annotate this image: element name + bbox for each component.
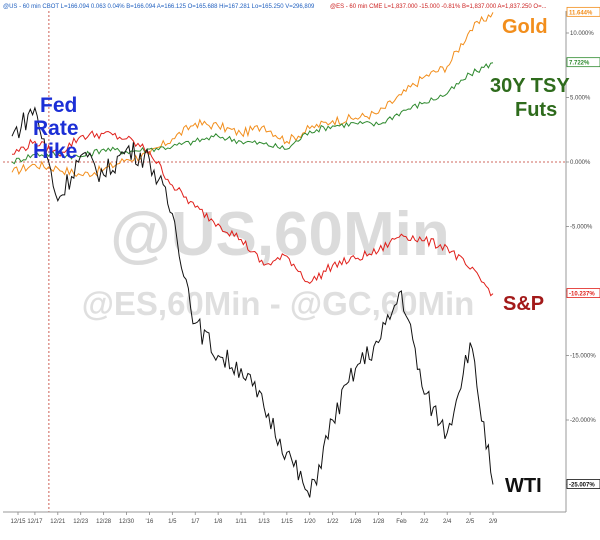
fed-label-line2: Rate — [33, 117, 79, 140]
end-value-box — [566, 6, 600, 17]
fed-label-line3: Hike — [33, 140, 77, 163]
series-line — [11, 106, 494, 498]
annotations: Fed Rate Hike Gold 30Y TSY Futs S&P WTI — [33, 16, 570, 497]
x-tick-label: 12/15 — [10, 519, 26, 525]
y-tick-label: -5.000% — [570, 225, 593, 231]
x-tick-label: 12/28 — [96, 519, 112, 525]
x-tick-label: 1/7 — [191, 519, 200, 525]
watermark: @US,60Min @ES,60Min - @GC,60Min — [82, 200, 475, 322]
x-tick-label: 2/2 — [420, 519, 429, 525]
tsy-label-line1: 30Y TSY — [490, 75, 570, 97]
y-tick-label: 5.000% — [570, 96, 591, 102]
fed-label-line1: Fed — [40, 94, 77, 117]
chart-header: @US - 60 min CBOT L=166.094 0.063 0.04% … — [3, 4, 547, 10]
x-tick-label: 1/8 — [214, 519, 223, 525]
x-tick-label: 2/9 — [489, 519, 498, 525]
x-tick-label: 1/5 — [168, 519, 177, 525]
x-tick-label: 2/4 — [443, 519, 452, 525]
x-tick-label: 1/11 — [235, 519, 247, 525]
grid — [3, 11, 566, 512]
x-tick-label: 12/17 — [27, 519, 43, 525]
x-tick-label: 1/20 — [304, 519, 316, 525]
x-tick-label: 1/28 — [373, 519, 385, 525]
header-left: @US - 60 min CBOT L=166.094 0.063 0.04% … — [3, 4, 315, 10]
header-right: @ES - 60 min CME L=1,837.000 -15.000 -0.… — [330, 4, 547, 10]
end-value-label: -25.007% — [569, 483, 595, 489]
y-tick-label: 0.000% — [570, 160, 591, 166]
x-tick-label: 1/26 — [350, 519, 362, 525]
series-line — [11, 12, 494, 178]
gold-label: Gold — [502, 16, 548, 38]
end-value-label: -10.237% — [569, 292, 595, 298]
x-tick-label: 2/5 — [466, 519, 475, 525]
sp-label: S&P — [503, 293, 544, 315]
end-value-label: 11.644% — [569, 10, 593, 16]
x-tick-label: '16 — [146, 519, 154, 525]
series-layer — [11, 12, 494, 498]
x-tick-label: 1/13 — [258, 519, 270, 525]
x-tick-label: 1/22 — [327, 519, 339, 525]
watermark-line2: @ES,60Min - @GC,60Min — [82, 285, 475, 322]
end-value-box — [566, 479, 600, 489]
y-tick-label: -20.000% — [570, 418, 596, 424]
x-tick-label: Feb — [396, 519, 407, 525]
x-tick-label: 12/23 — [73, 519, 89, 525]
end-value-label: 7.722% — [569, 61, 590, 67]
end-value-box — [566, 57, 600, 68]
series-line — [11, 130, 494, 297]
tsy-label-line2: Futs — [515, 99, 557, 121]
y-tick-label: -15.000% — [570, 354, 596, 360]
x-tick-label: 12/21 — [50, 519, 66, 525]
series-line — [11, 62, 494, 165]
x-tick-label: 1/15 — [281, 519, 293, 525]
wti-label: WTI — [505, 475, 542, 497]
end-value-box — [566, 288, 600, 298]
axes: 10.000%5.000%0.000%-5.000%-10.000%-15.00… — [3, 6, 600, 525]
x-tick-label: 12/30 — [119, 519, 135, 525]
watermark-line1: @US,60Min — [110, 200, 450, 269]
y-tick-label: 10.000% — [570, 31, 594, 37]
